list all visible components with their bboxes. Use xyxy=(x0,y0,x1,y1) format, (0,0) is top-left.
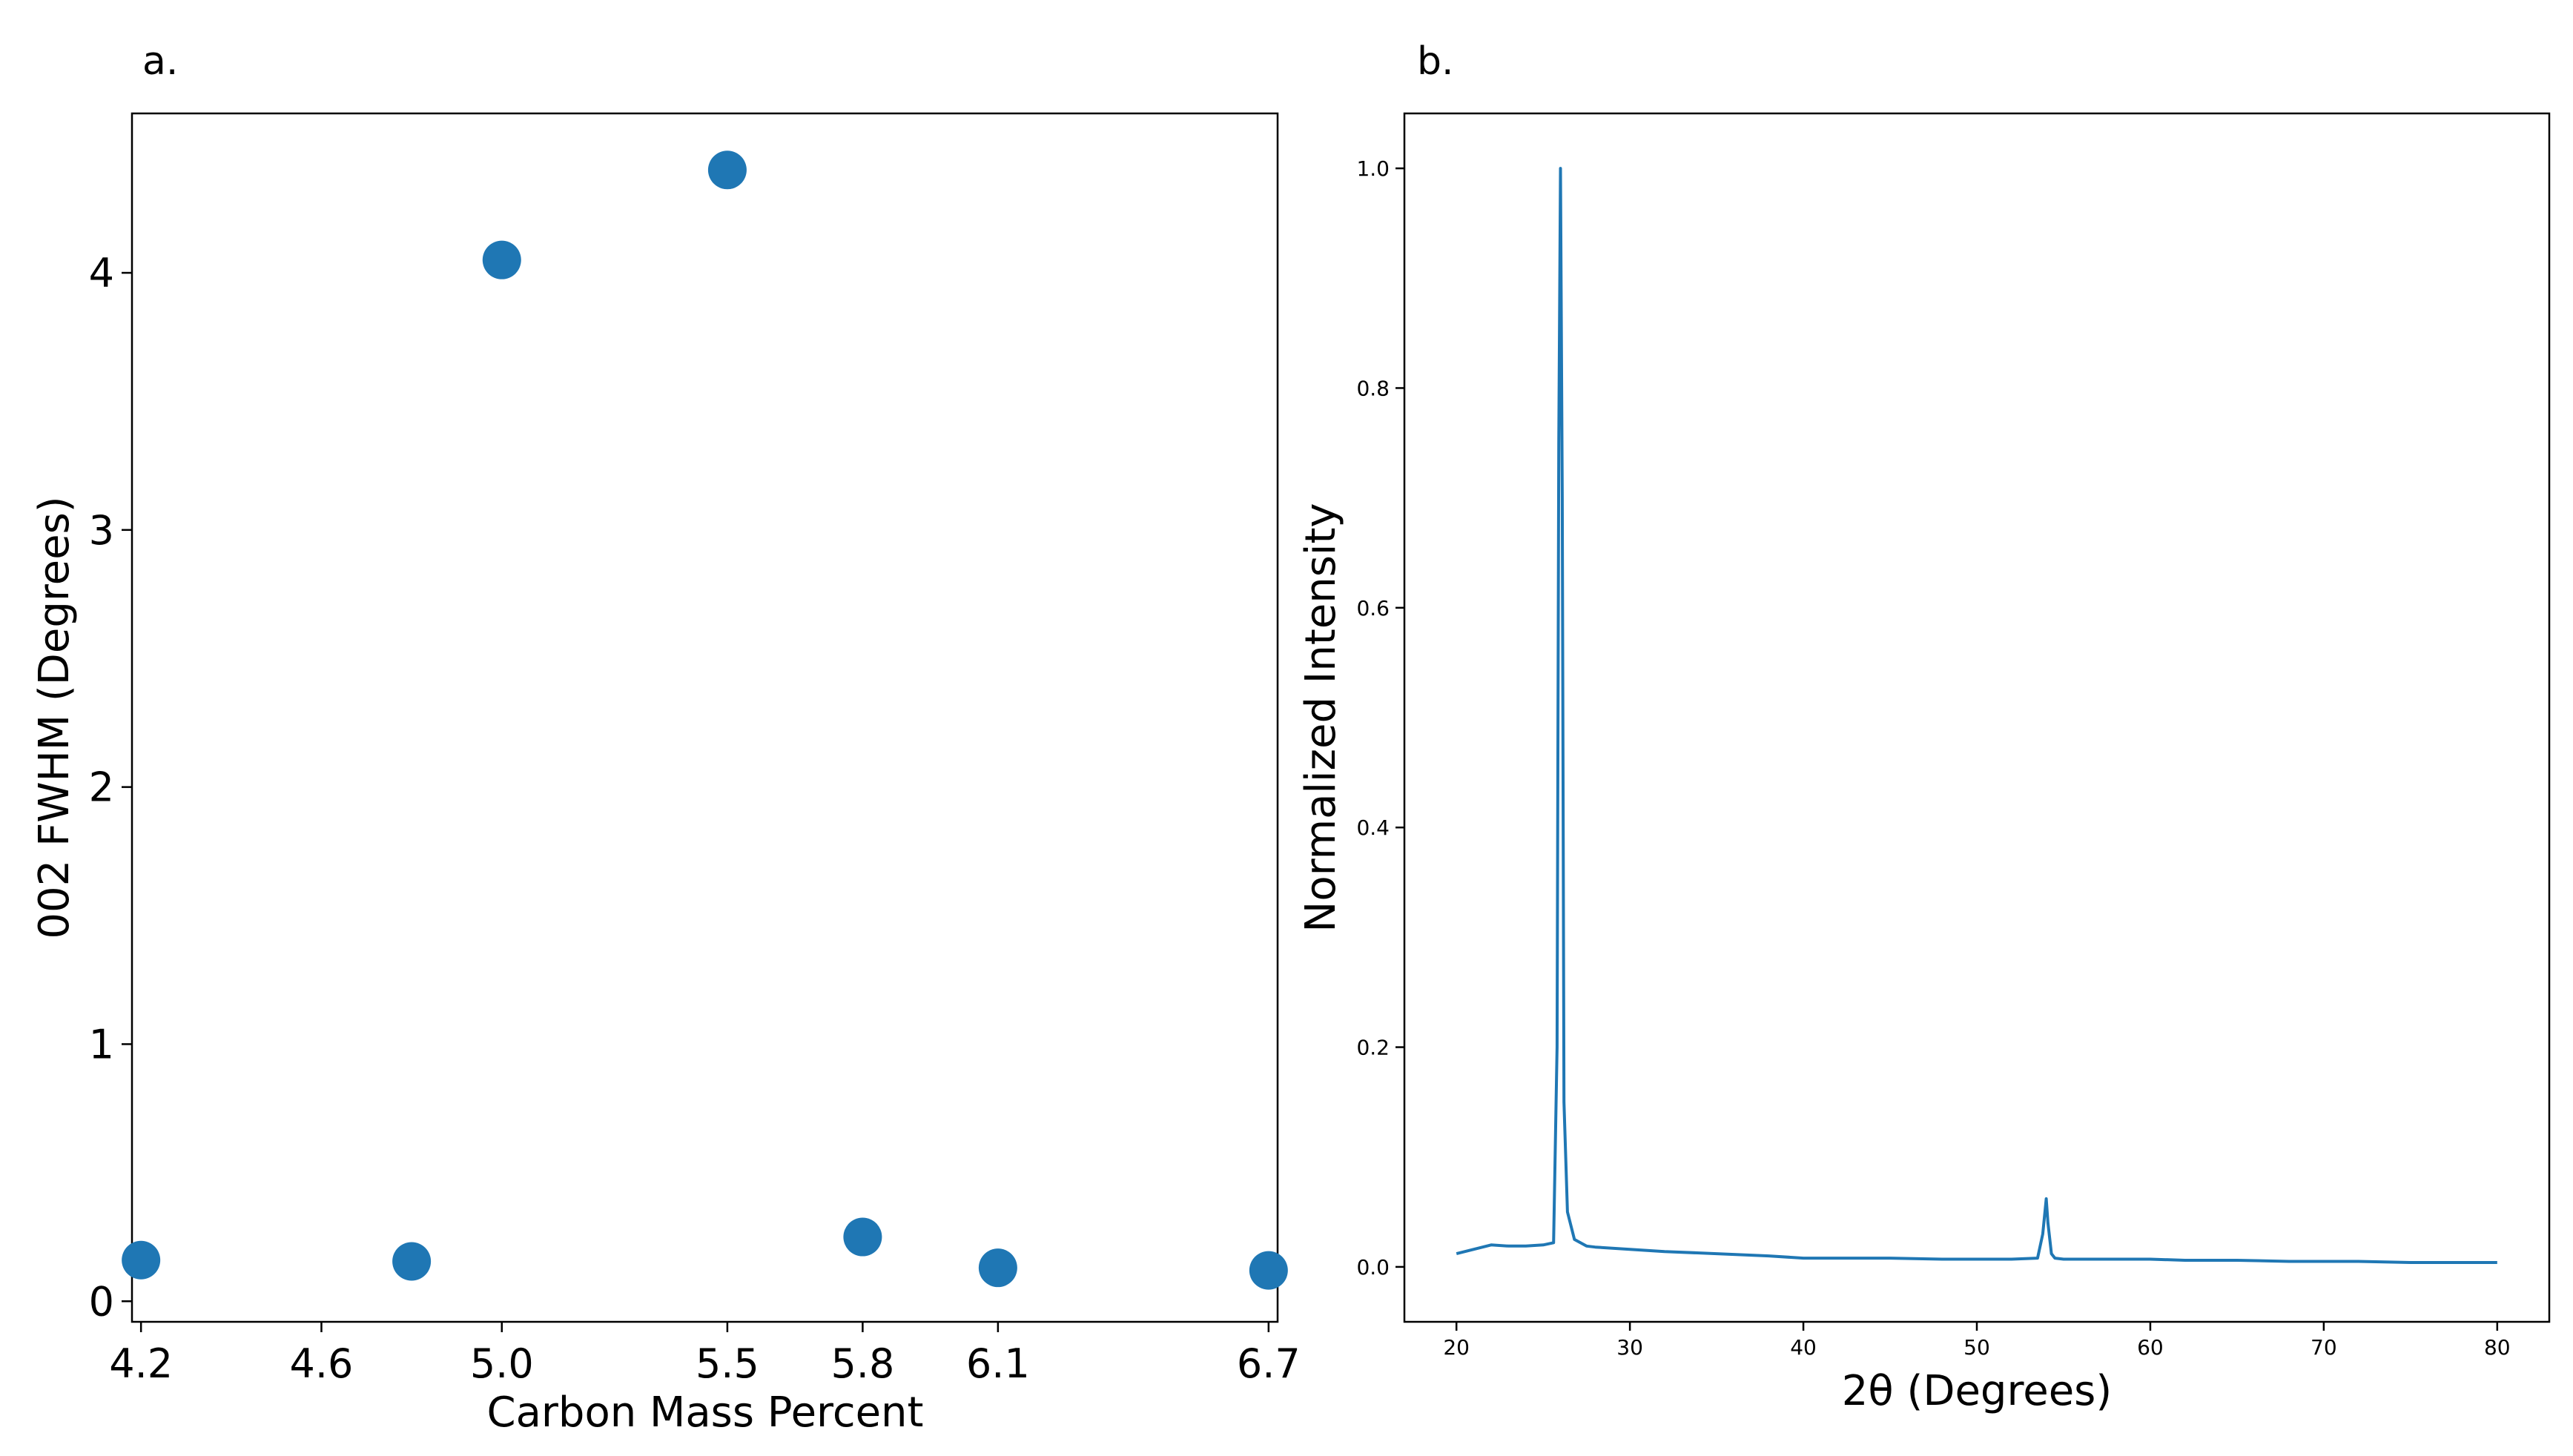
panel-a-label: a. xyxy=(142,39,178,84)
panel-b-series-line xyxy=(1456,167,2497,1264)
panel-b-y-tick-label: 0.8 xyxy=(1356,376,1390,400)
panel-b-x-axis-label: 2θ (Degrees) xyxy=(1842,1367,2112,1415)
panel-b-y-tick-label: 0.2 xyxy=(1356,1036,1390,1060)
panel-a-x-tick-label: 6.1 xyxy=(966,1340,1030,1387)
panel-a-data-point xyxy=(843,1217,882,1257)
panel-b-y-tick-label: 0.0 xyxy=(1356,1255,1390,1280)
panel-a-x-tick-label: 6.7 xyxy=(1237,1340,1301,1387)
panel-b-x-tick-label: 40 xyxy=(1790,1335,1817,1360)
panel-a-y-axis-label: 002 FWHM (Degrees) xyxy=(30,496,79,939)
panel-b-x-tick-label: 80 xyxy=(2484,1335,2511,1360)
panel-a-x-tick-label: 5.5 xyxy=(696,1340,759,1387)
panel-a-data-point xyxy=(707,150,747,190)
panel-a-y-ticks: 0 1 2 3 4 xyxy=(89,250,132,1325)
panel-b-plot-frame xyxy=(1403,112,2551,1323)
panel-a-y-tick-label: 1 xyxy=(89,1021,114,1068)
panel-a-x-tick-label: 5.8 xyxy=(830,1340,894,1387)
panel-b-x-tick-label: 50 xyxy=(1963,1335,1990,1360)
panel-a-x-ticks: 4.2 4.6 5.0 5.5 5.8 6.1 6.7 xyxy=(109,1322,1301,1387)
panel-a-plot-frame xyxy=(131,112,1279,1323)
panel-a-y-tick-label: 2 xyxy=(89,764,114,811)
panel-b-y-tick-label: 1.0 xyxy=(1356,156,1390,181)
panel-b-y-tick-label: 0.6 xyxy=(1356,596,1390,621)
panel-a-x-tick-label: 4.2 xyxy=(109,1340,173,1387)
panel-a-data-point xyxy=(482,240,521,279)
panel-a-y-tick-label: 0 xyxy=(89,1278,114,1325)
panel-b-y-axis-label: Normalized Intensity xyxy=(1297,503,1345,932)
panel-b-x-tick-label: 70 xyxy=(2311,1335,2337,1360)
panel-a-scatter-chart: a. 4.2 4.6 5.0 5.5 5.8 6.1 6.7 0 1 2 3 4 Carbon Ma… xyxy=(30,39,1301,1437)
panel-b-x-tick-label: 20 xyxy=(1443,1335,1470,1360)
panel-b-y-tick-label: 0.4 xyxy=(1356,815,1390,840)
panel-a-y-tick-label: 4 xyxy=(89,250,114,297)
panel-a-data-point xyxy=(1249,1251,1288,1290)
panel-b-x-ticks: 20 30 40 50 60 70 80 xyxy=(1443,1322,2511,1360)
panel-a-data-point xyxy=(978,1248,1017,1288)
panel-b-line-chart: b. 20 30 40 50 60 70 80 0.0 0.2 0.4 0.6 0.8 1.0 2θ … xyxy=(1297,39,2551,1415)
panel-b-x-tick-label: 30 xyxy=(1616,1335,1643,1360)
panel-a-x-tick-label: 4.6 xyxy=(290,1340,354,1387)
panel-a-data-point xyxy=(122,1240,161,1280)
panel-b-y-ticks: 0.0 0.2 0.4 0.6 0.8 1.0 xyxy=(1356,156,1404,1280)
panel-a-y-tick-label: 3 xyxy=(89,507,114,554)
panel-a-x-tick-label: 5.0 xyxy=(470,1340,534,1387)
panel-a-x-axis-label: Carbon Mass Percent xyxy=(486,1389,923,1437)
panel-b-x-tick-label: 60 xyxy=(2137,1335,2164,1360)
panel-a-points xyxy=(122,150,1288,1290)
panel-b-label: b. xyxy=(1417,39,1454,84)
panel-a-data-point xyxy=(392,1242,432,1281)
